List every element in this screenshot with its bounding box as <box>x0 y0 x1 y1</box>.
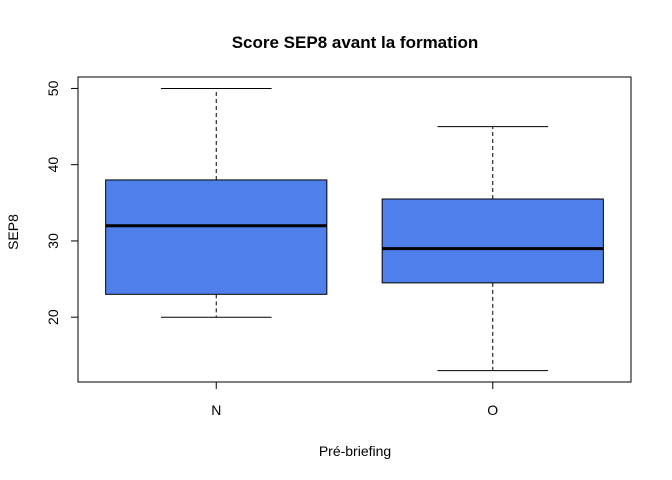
box-group-n <box>105 87 328 318</box>
x-tick-label-o: O <box>487 402 498 418</box>
y-tick-label-40: 40 <box>45 157 61 173</box>
y-axis-label: SEP8 <box>5 214 21 250</box>
y-tick-label-20: 20 <box>45 309 61 325</box>
x-axis-label: Pré-briefing <box>319 443 391 459</box>
plot-area: 20 30 40 50 N O <box>45 76 632 418</box>
y-tick-label-50: 50 <box>45 80 61 96</box>
x-tick-label-n: N <box>211 402 221 418</box>
box-n <box>105 179 328 295</box>
box-o <box>381 198 604 284</box>
box-group-o <box>381 126 604 372</box>
y-tick-label-30: 30 <box>45 233 61 249</box>
chart-title: Score SEP8 avant la formation <box>232 33 479 52</box>
